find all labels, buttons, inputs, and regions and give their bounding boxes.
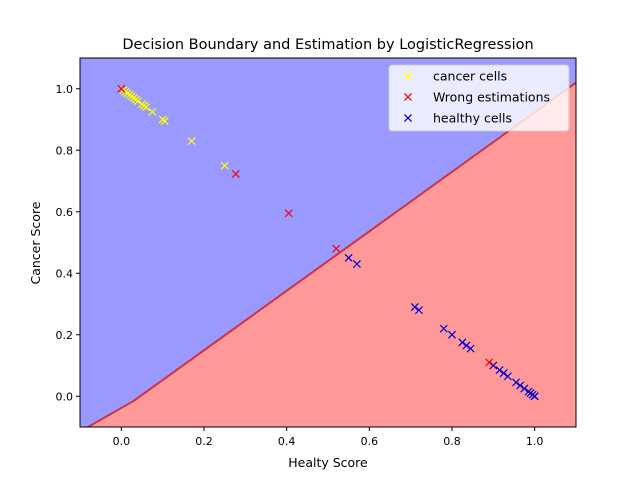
healthy-cells-point <box>530 392 539 401</box>
decision-boundary-line <box>86 81 576 427</box>
y-axis-label: Cancer Score <box>28 201 43 284</box>
cancer-cells-point <box>142 103 151 112</box>
cancer-cells-point <box>160 117 169 126</box>
y-tick-label: 0.2 <box>56 329 74 342</box>
legend-marker <box>403 71 413 81</box>
healthy-cells-point <box>447 330 457 339</box>
healthy-cells-point <box>495 366 504 375</box>
x-tick-label: 0.0 <box>113 435 131 448</box>
wrong-estimations-point <box>231 169 240 178</box>
healthy-cells-point <box>439 324 448 333</box>
healthy-cells-point <box>512 378 521 387</box>
healthy-cells-point <box>410 303 419 312</box>
y-tick-label: 0.0 <box>56 390 74 403</box>
x-tick-label: 0.4 <box>278 435 296 448</box>
y-tick-label: 0.4 <box>56 267 74 280</box>
cancer-cells-point <box>133 97 142 106</box>
healthy-cells-point <box>520 384 529 393</box>
scatter-points <box>117 84 539 401</box>
healthy-cells-point <box>489 361 498 370</box>
healthy-cells-point <box>516 381 525 390</box>
healthy-cells-point <box>344 253 353 262</box>
y-axis-ticks: 0.0 0.2 0.4 0.6 0.8 1.0 <box>56 83 80 403</box>
x-axis-ticks: 0.0 0.2 0.4 0.6 0.8 1.0 <box>113 427 544 448</box>
wrong-estimations-point <box>284 209 293 218</box>
healthy-cells-point <box>462 341 471 350</box>
x-tick-label: 0.8 <box>443 435 461 448</box>
y-tick-label: 0.6 <box>56 206 74 219</box>
healthy-cells-point <box>352 260 361 269</box>
y-tick-label: 1.0 <box>56 83 74 96</box>
healthy-region <box>80 82 576 427</box>
x-axis-label: Healty Score <box>288 455 368 470</box>
cancer-cells-point <box>187 137 196 146</box>
x-tick-label: 0.6 <box>361 435 379 448</box>
healthy-cells-point <box>466 344 475 353</box>
cancer-cells-point <box>148 107 157 116</box>
plot-frame <box>79 57 577 428</box>
legend-label: healthy cells <box>433 111 512 126</box>
legend-label: cancer cells <box>433 69 507 84</box>
x-tick-label: 1.0 <box>526 435 544 448</box>
healthy-cells-point <box>499 369 508 378</box>
legend-marker <box>403 113 413 123</box>
healthy-cells-point <box>503 372 512 381</box>
wrong-estimations-point <box>485 358 494 367</box>
legend-marker <box>403 92 413 102</box>
cancer-cells-point <box>220 161 229 170</box>
legend-label: Wrong estimations <box>433 90 550 105</box>
chart-title: Decision Boundary and Estimation by Logi… <box>122 37 533 53</box>
healthy-cells-point <box>414 306 423 315</box>
y-tick-label: 0.8 <box>56 144 74 157</box>
legend-box <box>388 64 570 132</box>
wrong-estimations-point <box>332 244 341 253</box>
x-tick-label: 0.2 <box>195 435 213 448</box>
legend: cancer cells Wrong estimations healthy cel… <box>388 64 570 132</box>
healthy-cells-point <box>458 338 467 347</box>
wrong-estimations-point <box>117 84 126 93</box>
